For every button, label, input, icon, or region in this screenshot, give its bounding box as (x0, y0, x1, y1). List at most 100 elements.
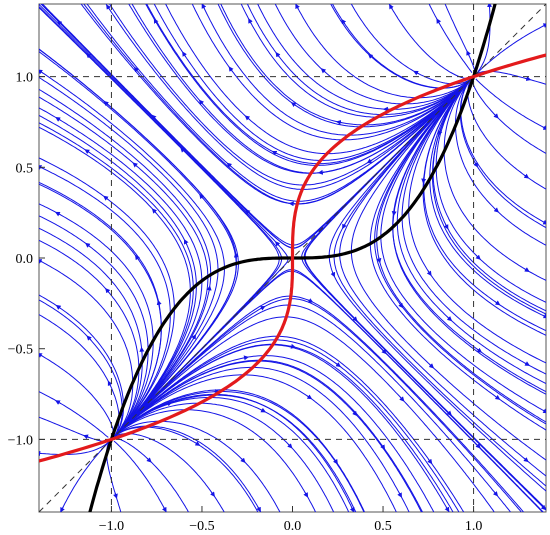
streamline-arrow-69 (335, 362, 342, 368)
streamline-54 (240, 4, 472, 118)
streamline-arrow-2 (55, 400, 61, 405)
streamline-arrow-77 (397, 492, 403, 498)
streamline-arrow-29 (132, 162, 138, 168)
streamline-84 (108, 4, 472, 186)
streamline-arrow-14 (86, 335, 92, 341)
y-tick-label-2: 0.0 (16, 252, 34, 267)
streamline-arrow-73 (317, 169, 325, 175)
streamline-arrow-46 (260, 407, 267, 413)
streamline-arrow-79 (399, 396, 405, 402)
streamline-arrow-74 (335, 119, 343, 125)
streamline-49 (39, 48, 237, 437)
streamline-arrow-72 (342, 223, 347, 230)
streamline-arrow-108 (466, 50, 471, 57)
streamline-4 (39, 294, 124, 437)
axes: −1.0 −0.5 0.0 0.5 1.0 −1.0 −0.5 0.0 0.5 1.0 (8, 71, 483, 534)
streamline-arrow-92 (446, 316, 453, 322)
streamline-arrow-28 (151, 208, 158, 214)
streamline-74 (220, 4, 472, 126)
y-tick-label-0: −1.0 (8, 433, 33, 448)
streamline-65 (295, 4, 471, 99)
streamline-arrow-106 (473, 161, 479, 168)
streamline-arrow-16 (85, 242, 91, 248)
streamline-93 (408, 78, 546, 364)
streamline-arrow-6 (54, 211, 61, 217)
streamline-arrow-76 (341, 18, 347, 25)
streamline-87 (388, 4, 472, 80)
streamline-105 (455, 78, 546, 246)
streamline-86 (330, 4, 472, 89)
streamline-63 (217, 4, 471, 128)
streamline-arrow-0 (60, 506, 65, 512)
streamline-arrow-17 (103, 195, 109, 201)
streamline-arrow-45 (240, 457, 246, 463)
streamline-53 (191, 4, 472, 141)
streamline-arrow-104 (475, 254, 481, 260)
streamline-13 (39, 314, 120, 437)
streamline-36 (39, 76, 219, 438)
streamline-11 (106, 441, 122, 512)
streamline-78 (113, 359, 424, 512)
x-tick-label-2: 0.0 (284, 519, 302, 534)
streamline-7 (39, 165, 171, 438)
streamline-120 (475, 24, 546, 75)
streamline-arrow-114 (542, 313, 546, 319)
streamline-96 (432, 79, 546, 315)
streamline-arrow-103 (494, 300, 501, 306)
streamline-arrow-5 (39, 259, 43, 264)
streamline-110 (301, 78, 546, 511)
streamline-arrow-15 (105, 287, 111, 294)
streamline-arrow-36 (191, 334, 197, 340)
streamline-108 (444, 4, 476, 73)
streamline-79 (113, 316, 495, 512)
streamline-33 (113, 433, 225, 512)
streamline-59 (114, 295, 525, 512)
streamline-arrow-87 (389, 4, 394, 10)
streamline-61 (80, 4, 472, 205)
streamline-46 (113, 397, 350, 512)
streamline-35 (112, 391, 365, 512)
streamline-arrow-88 (444, 506, 450, 512)
streamline-22 (113, 440, 167, 512)
streamline-98 (428, 4, 473, 73)
streamline-23 (114, 437, 190, 512)
streamline-arrow-60 (274, 241, 281, 247)
streamline-112 (380, 79, 546, 413)
streamline-arrow-40 (180, 147, 186, 153)
streamline-42 (153, 4, 472, 161)
streamline-71 (328, 78, 546, 492)
streamline-arrow-93 (426, 270, 432, 277)
streamline-arrow-86 (367, 53, 374, 59)
streamline-arrow-22 (161, 506, 167, 512)
streamline-77 (113, 366, 410, 512)
streamline-115 (443, 78, 546, 281)
y-tick-label-1: −0.5 (8, 343, 33, 358)
streamline-arrow-11 (113, 492, 118, 499)
streamline-14 (39, 299, 123, 437)
streamline-52 (165, 4, 472, 155)
streamline-arrow-37 (206, 285, 212, 292)
streamline-arrow-101 (494, 394, 501, 400)
streamline-arrow-68 (352, 410, 358, 417)
streamline-24 (112, 394, 357, 512)
streamline-arrow-64 (275, 51, 281, 58)
streamline-64 (246, 4, 471, 115)
streamline-arrow-32 (153, 18, 159, 25)
streamline-arrow-55 (303, 491, 309, 498)
streamline-113 (401, 79, 546, 375)
streamline-arrow-90 (446, 410, 452, 416)
streamline-arrow-42 (182, 51, 187, 57)
streamline-2 (39, 391, 109, 438)
streamline-arrow-66 (349, 506, 355, 512)
ref-diagonal-line (39, 4, 546, 512)
streamline-arrow-63 (290, 102, 297, 108)
reference-lines (39, 4, 546, 512)
x-tick-label-4: 1.0 (465, 519, 483, 534)
x-tick-label-0: −1.0 (99, 519, 124, 534)
streamline-43 (201, 4, 471, 136)
streamline-82 (376, 78, 546, 423)
streamline-28 (39, 126, 191, 437)
streamline-97 (350, 4, 471, 85)
streamline-69 (113, 339, 460, 512)
